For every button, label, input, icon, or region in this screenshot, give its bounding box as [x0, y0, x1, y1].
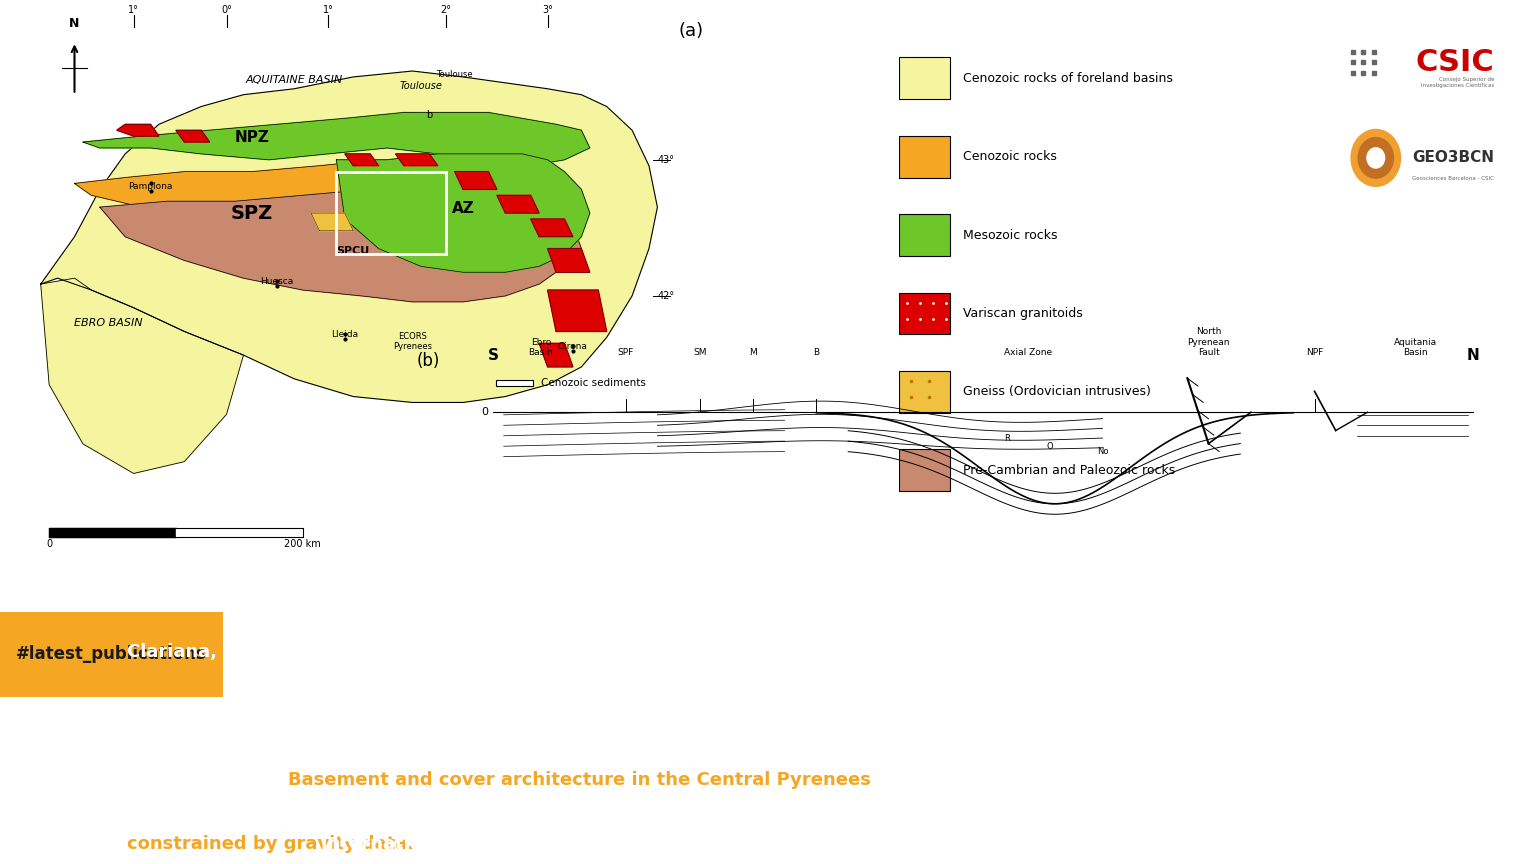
Text: Cenozoic rocks: Cenozoic rocks [963, 150, 1057, 163]
Text: Girona: Girona [558, 342, 588, 351]
Text: N., & Martí, J. (2021).: N., & Martí, J. (2021). [127, 771, 350, 789]
Text: SPZ: SPZ [230, 204, 273, 223]
Polygon shape [346, 154, 378, 166]
Bar [899, 449, 951, 491]
Text: Basement and cover architecture in the Central Pyrenees: Basement and cover architecture in the C… [287, 771, 871, 789]
Polygon shape [336, 154, 590, 272]
Bar [899, 57, 951, 99]
Text: Cenozoic sediments: Cenozoic sediments [541, 378, 645, 388]
Text: 42°: 42° [657, 291, 674, 301]
Text: NPF: NPF [1306, 348, 1322, 357]
Text: Toulouse: Toulouse [399, 80, 442, 91]
Text: #latest_publications: #latest_publications [15, 645, 207, 664]
Text: N., & Martí, J. (2021).: N., & Martí, J. (2021). [127, 771, 350, 789]
Polygon shape [40, 71, 657, 403]
Polygon shape [539, 343, 573, 367]
Polygon shape [117, 124, 160, 137]
Text: International Journal of Earth Sciences.: International Journal of Earth Sciences. [321, 835, 719, 853]
Text: Ebro
Basin: Ebro Basin [528, 338, 553, 357]
Circle shape [1367, 148, 1384, 168]
Text: 200 km: 200 km [284, 539, 321, 550]
Text: R: R [1005, 434, 1011, 443]
Circle shape [1352, 130, 1401, 187]
Text: Cenozoic rocks of foreland basins: Cenozoic rocks of foreland basins [963, 72, 1174, 85]
Text: AQUITAINE BASIN: AQUITAINE BASIN [246, 75, 343, 85]
Text: Consejo Superior de
Investigaciones Científicas: Consejo Superior de Investigaciones Cien… [1421, 77, 1495, 88]
Text: Aquitania
Basin: Aquitania Basin [1393, 338, 1436, 357]
Text: Axial Zone: Axial Zone [1005, 348, 1052, 357]
Text: N: N [1467, 348, 1479, 363]
Text: 0: 0 [46, 539, 52, 550]
Text: M: M [750, 348, 757, 357]
Text: O: O [1046, 442, 1052, 451]
Text: 2°: 2° [441, 5, 452, 15]
Text: North
Pyrenean
Fault: North Pyrenean Fault [1187, 327, 1230, 357]
Text: 0: 0 [481, 407, 488, 417]
Text: Huesca: Huesca [261, 277, 293, 286]
Text: Variscan granitoids: Variscan granitoids [963, 307, 1083, 320]
Text: AZ: AZ [452, 201, 475, 216]
Text: SM: SM [693, 348, 707, 357]
Polygon shape [498, 195, 539, 213]
Polygon shape [100, 183, 582, 302]
Text: 1°: 1° [127, 5, 140, 15]
Polygon shape [74, 160, 498, 225]
Text: b: b [425, 111, 433, 120]
Bar [496, 379, 533, 386]
Text: SPCU: SPCU [336, 246, 370, 257]
Text: (a): (a) [679, 22, 703, 40]
Text: No: No [1097, 447, 1109, 456]
Text: Toulouse: Toulouse [436, 70, 473, 79]
Polygon shape [548, 290, 607, 332]
Polygon shape [455, 172, 498, 189]
Text: EBRO BASIN: EBRO BASIN [74, 317, 143, 327]
Polygon shape [310, 213, 353, 231]
Text: S: S [487, 348, 499, 363]
Text: Pre-Cambrian and Paleozoic rocks: Pre-Cambrian and Paleozoic rocks [963, 464, 1175, 477]
Text: CSIC: CSIC [1415, 48, 1495, 77]
Text: GEO3BCN: GEO3BCN [1412, 150, 1495, 165]
Text: B: B [814, 348, 819, 357]
Text: 3°: 3° [542, 5, 553, 15]
Bar [899, 214, 951, 256]
Text: SPF: SPF [617, 348, 634, 357]
FancyBboxPatch shape [0, 613, 223, 696]
Text: ECORS
Pyrenees: ECORS Pyrenees [393, 332, 432, 351]
Text: 1°: 1° [323, 5, 333, 15]
Text: 43°: 43° [657, 155, 674, 165]
Bar [899, 371, 951, 413]
Bar [899, 136, 951, 177]
Polygon shape [175, 130, 209, 142]
Polygon shape [40, 278, 243, 473]
Text: Gneiss (Ordovician intrusives): Gneiss (Ordovician intrusives) [963, 385, 1150, 398]
Polygon shape [548, 249, 590, 272]
Bar [336, 172, 447, 255]
Polygon shape [83, 112, 590, 166]
Text: 0°: 0° [221, 5, 232, 15]
Polygon shape [396, 154, 438, 166]
Bar [899, 293, 951, 334]
Text: NPZ: NPZ [235, 130, 269, 145]
Text: Lleida: Lleida [332, 330, 358, 340]
Text: (b): (b) [416, 352, 441, 370]
Text: Pueyo, E. L., Beamud, E., Rey-Moral, C., Rubio, F., Margalef, A., Schamuells, S.: Pueyo, E. L., Beamud, E., Rey-Moral, C.,… [127, 707, 989, 725]
Polygon shape [531, 219, 573, 237]
Text: Mesozoic rocks: Mesozoic rocks [963, 228, 1058, 242]
Text: Clariana, P., Soto, R., Ayala, C., Casas-Sainz, A. M., Román-Berdiel, T., Oliva-: Clariana, P., Soto, R., Ayala, C., Casas… [127, 643, 991, 661]
Text: N: N [69, 16, 80, 29]
Text: Pamplona: Pamplona [129, 182, 172, 192]
Text: Geosciences Barcelona - CSIC: Geosciences Barcelona - CSIC [1412, 175, 1495, 181]
Circle shape [1358, 137, 1393, 178]
Text: constrained by gravity data.: constrained by gravity data. [127, 835, 421, 853]
